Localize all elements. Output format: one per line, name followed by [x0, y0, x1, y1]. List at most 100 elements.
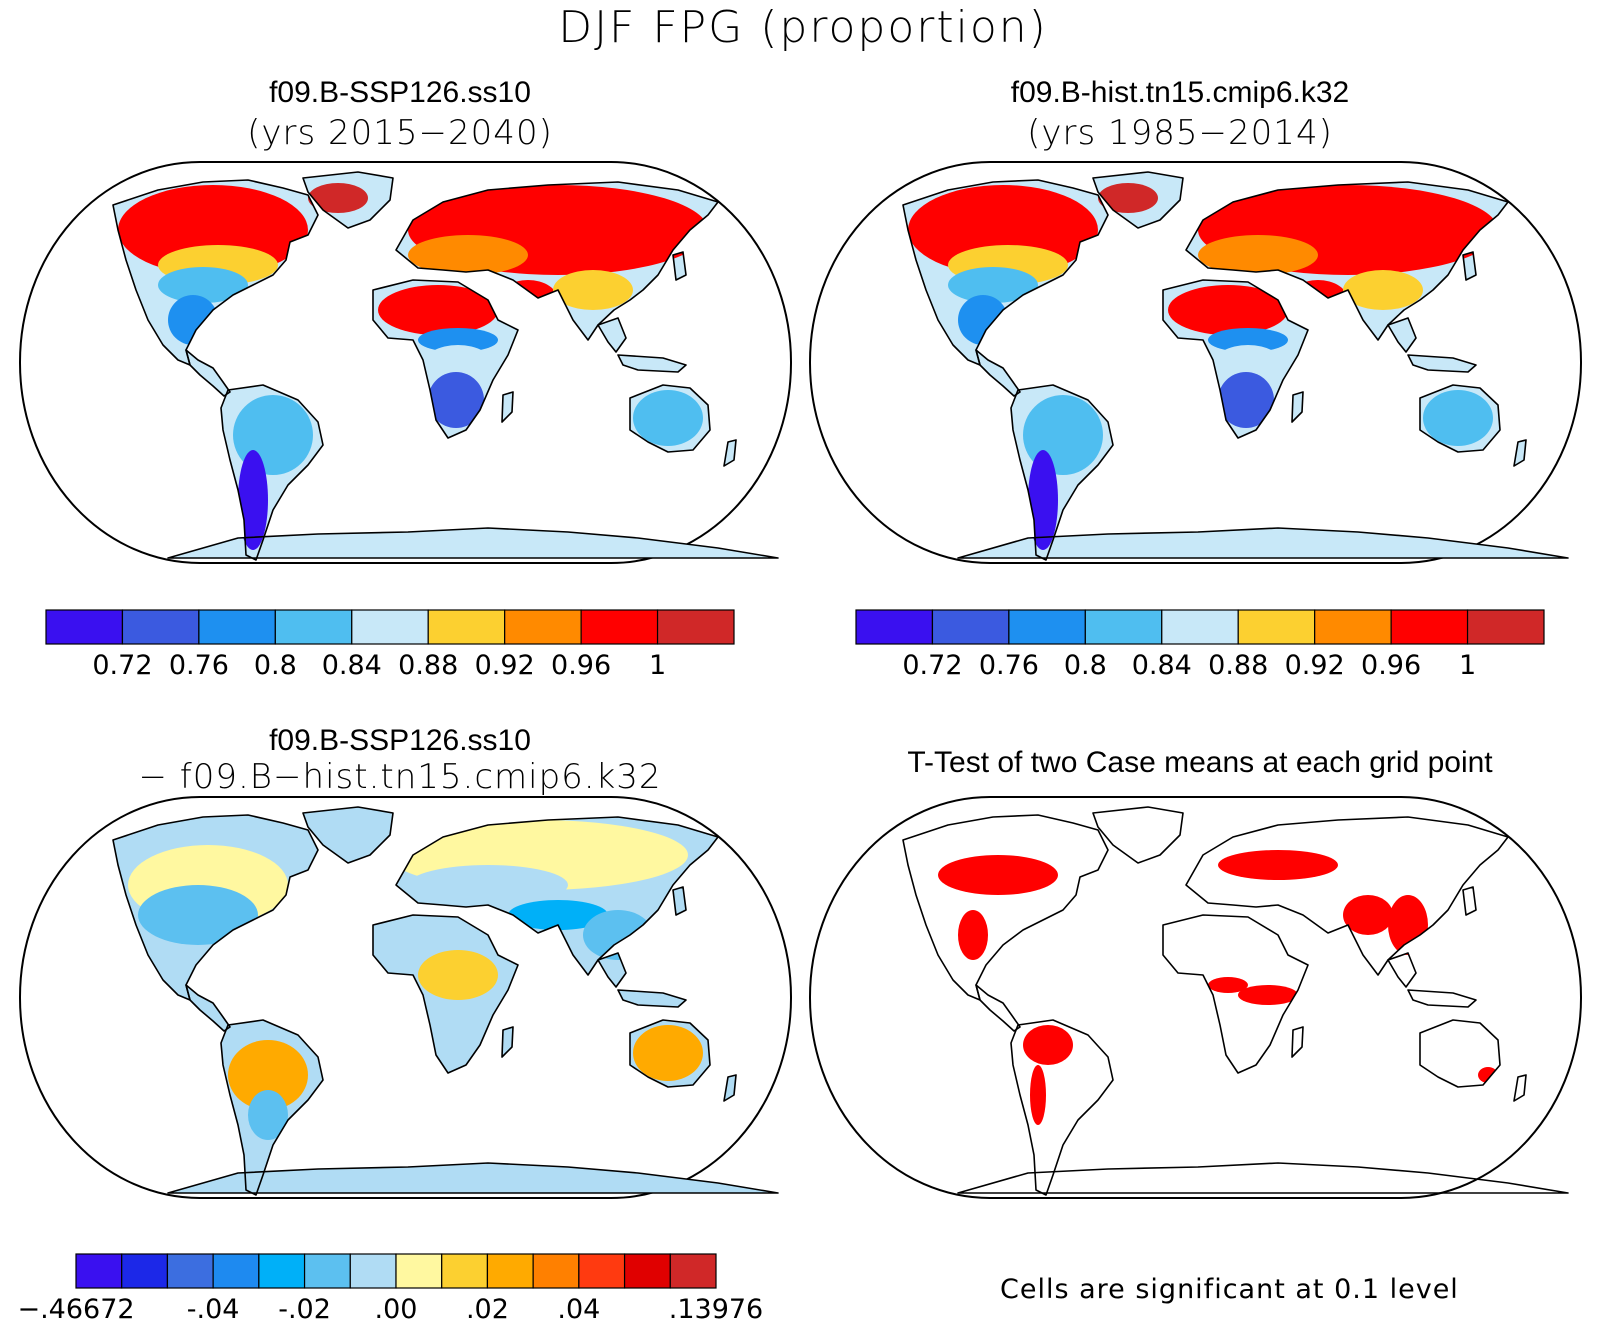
colorbar-swatch [258, 1253, 306, 1289]
colorbar-swatch [669, 1253, 717, 1289]
coastline-antarctica [167, 527, 779, 559]
colorbar-label: 0.92 [1285, 650, 1345, 681]
colorbar-label: 0.76 [979, 650, 1039, 681]
colorbar-swatch [532, 1253, 580, 1289]
coastline-japan [1462, 886, 1477, 916]
coastline-northAmerica [902, 179, 1109, 366]
coastline-japan [1462, 251, 1477, 281]
panel-ssp126-subtitle: (yrs 2015−2040) [247, 113, 553, 153]
colorbar-swatch [212, 1253, 260, 1289]
coastline-northAmerica [902, 814, 1109, 1001]
coastline-northAmerica [112, 179, 319, 366]
colorbar-swatch [45, 609, 124, 645]
panel-ssp126-title: f09.B-SSP126.ss10 [269, 76, 531, 109]
coastline-australia [629, 384, 711, 453]
map-diff [19, 796, 792, 1199]
colorbar-hist: 0.72 0.76 0.8 0.84 0.88 0.92 0.96 1 [855, 609, 1545, 681]
coastline-australia [1419, 384, 1501, 453]
coastline-indonesia [1407, 989, 1477, 1008]
coastline-southAmerica [1010, 1019, 1114, 1196]
colorbar-label: .04 [557, 1294, 600, 1323]
coastline-europeAsia [395, 181, 719, 341]
coastline-indochina [597, 952, 627, 988]
coastline-europeAsia [1185, 816, 1509, 976]
colorbar-swatch [1008, 609, 1086, 645]
colorbar-label: .13976 [669, 1294, 763, 1323]
coastline-madagascar [1291, 391, 1304, 423]
colorbar-swatch [1084, 609, 1163, 645]
colorbar-diff: −.46672 -.04 -.02 .00 .02 .04 .13976 [17, 1253, 763, 1323]
coastline-southAmerica [220, 384, 324, 561]
colorbar-swatch [580, 609, 659, 645]
colorbar-label: .02 [466, 1294, 509, 1323]
panel-diff-subtitle: − f09.B−hist.tn15.cmip6.k32 [138, 757, 662, 797]
colorbar-swatch [931, 609, 1010, 645]
coastline-newZealand [1513, 1074, 1527, 1102]
coastline-northAmerica [112, 814, 319, 1001]
coastline-africa [372, 914, 519, 1074]
coastline-southAmerica [220, 1019, 324, 1196]
colorbar-swatch [1161, 609, 1239, 645]
coastline-newZealand [723, 1074, 737, 1102]
coastline-southAmerica [1010, 384, 1114, 561]
colorbar-swatch [75, 1253, 123, 1289]
coastline-madagascar [501, 1026, 514, 1058]
coastline-indonesia [617, 989, 687, 1008]
coastline-madagascar [501, 391, 514, 423]
colorbar-swatch [274, 609, 353, 645]
colorbar-label: 0.72 [902, 650, 962, 681]
figure-title: DJF FPG (proportion) [558, 2, 1048, 53]
coastline-antarctica [957, 527, 1569, 559]
map-hist [809, 161, 1582, 564]
colorbar-swatch [504, 609, 582, 645]
map-ssp126 [19, 161, 792, 564]
colorbar-label: .00 [375, 1294, 418, 1323]
colorbar-label: 0.84 [1132, 650, 1192, 681]
colorbar-swatch [578, 1253, 626, 1289]
significance-note: Cells are significant at 0.1 level [1000, 1274, 1459, 1305]
coastline-africa [372, 279, 519, 439]
colorbar-label: -.02 [278, 1294, 331, 1323]
colorbar-swatch [166, 1253, 214, 1289]
colorbar-swatch [121, 609, 200, 645]
colorbar-swatch [351, 609, 429, 645]
coastline-indochina [1387, 952, 1417, 988]
colorbar-swatch [303, 1253, 351, 1289]
coastline-africa [1162, 279, 1309, 439]
colorbar-label: 0.96 [1361, 650, 1421, 681]
colorbar-label: 0.72 [92, 650, 152, 681]
panel-hist-title: f09.B-hist.tn15.cmip6.k32 [1010, 76, 1350, 109]
colorbar-swatch [198, 609, 276, 645]
coastline-antarctica [167, 1162, 779, 1194]
coastline-greenland [302, 806, 394, 864]
colorbar-label: 1 [649, 650, 666, 681]
colorbar-label: −.46672 [17, 1294, 134, 1323]
colorbar-label: 0.8 [254, 650, 297, 681]
coastline-greenland [1092, 806, 1184, 864]
colorbar-label: 1 [1459, 650, 1476, 681]
coastline-newZealand [1513, 439, 1527, 467]
colorbar-swatch [656, 609, 735, 645]
coastline-antarctica [957, 1162, 1569, 1194]
colorbar-label: 0.84 [322, 650, 382, 681]
panel-ttest-title: T-Test of two Case means at each grid po… [907, 746, 1493, 779]
coastline-newZealand [723, 439, 737, 467]
coastline-japan [672, 251, 687, 281]
colorbar-swatch [623, 1253, 671, 1289]
colorbar-swatch [427, 609, 506, 645]
colorbar-swatch [1390, 609, 1469, 645]
coastline-indonesia [617, 354, 687, 373]
colorbar-swatch [1466, 609, 1545, 645]
coastline-madagascar [1291, 1026, 1304, 1058]
coastline-indochina [597, 317, 627, 353]
colorbar-label: -.04 [187, 1294, 240, 1323]
colorbar-label: 0.96 [551, 650, 611, 681]
coastline-africa [1162, 914, 1309, 1074]
colorbar-label: 0.88 [1208, 650, 1268, 681]
colorbar-swatch [855, 609, 934, 645]
coastline-greenland [302, 171, 394, 229]
colorbar-swatch [1237, 609, 1316, 645]
colorbar-label: 0.8 [1064, 650, 1107, 681]
colorbar-swatch [395, 1253, 443, 1289]
coastline-greenland [1092, 171, 1184, 229]
